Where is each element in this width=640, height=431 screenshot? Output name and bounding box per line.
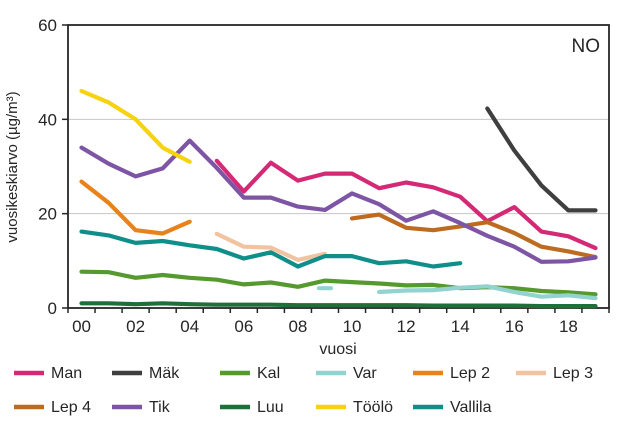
x-axis-title: vuosi xyxy=(319,341,356,358)
series-line-Mäk xyxy=(485,106,598,213)
y-tick-label: 60 xyxy=(38,16,57,35)
y-tick-label: 0 xyxy=(48,299,57,318)
axis-tick-labels: 0 20 40 60 00 02 04 06 08 10 12 14 16 18 xyxy=(38,16,578,336)
legend-label-Luu: Luu xyxy=(257,399,284,416)
legend-item-Mäk: Mäk xyxy=(112,365,180,382)
x-tick-label: 10 xyxy=(343,317,362,336)
series-line-Vallila xyxy=(79,229,463,269)
legend-label-Man: Man xyxy=(51,365,82,382)
legend-item-Töölö: Töölö xyxy=(316,399,393,416)
legend-item-Lep 3: Lep 3 xyxy=(516,365,593,382)
legend-item-Man: Man xyxy=(14,365,82,382)
series-lines xyxy=(79,88,598,309)
legend-label-Vallila: Vallila xyxy=(450,399,492,416)
y-tick-label: 20 xyxy=(38,205,57,224)
legend-label-Lep 4: Lep 4 xyxy=(51,399,91,416)
legend-label-Var: Var xyxy=(353,365,377,382)
x-tick-label: 08 xyxy=(288,317,307,336)
series-line-Töölö xyxy=(79,88,192,164)
axes xyxy=(62,24,610,313)
plot-corner-title: NO xyxy=(572,36,601,57)
x-tick-label: 18 xyxy=(559,317,578,336)
legend-item-Vallila: Vallila xyxy=(413,399,492,416)
x-tick-label: 04 xyxy=(180,317,199,336)
x-tick-label: 12 xyxy=(397,317,416,336)
series-line-Var xyxy=(377,284,598,301)
legend-item-Lep 2: Lep 2 xyxy=(413,365,490,382)
legend-item-Kal: Kal xyxy=(220,365,280,382)
legend-label-Töölö: Töölö xyxy=(353,399,393,416)
legend-label-Kal: Kal xyxy=(257,365,280,382)
series-line-Man xyxy=(214,158,598,251)
legend-item-Tik: Tik xyxy=(112,399,171,416)
x-tick-label: 16 xyxy=(505,317,524,336)
series-line-Lep 4 xyxy=(349,212,598,260)
series-line-Lep 2 xyxy=(79,179,192,236)
x-tick-label: 00 xyxy=(72,317,91,336)
legend-label-Lep 2: Lep 2 xyxy=(450,365,490,382)
legend-label-Mäk: Mäk xyxy=(149,365,180,382)
series-line-Luu xyxy=(79,301,598,309)
x-tick-label: 06 xyxy=(234,317,253,336)
legend-item-Luu: Luu xyxy=(220,399,284,416)
series-line-Tik xyxy=(79,138,598,264)
legend-item-Var: Var xyxy=(316,365,377,382)
legend-item-Lep 4: Lep 4 xyxy=(14,399,91,416)
y-tick-label: 40 xyxy=(38,110,57,129)
y-axis-title: vuosikeskiarvo (µg/m³) xyxy=(4,91,21,242)
legend: Man Mäk Kal Var Lep 2 Lep 3 Lep 4 Tik Luu Töölö Va… xyxy=(14,365,593,416)
series-line-Lep 3 xyxy=(214,231,328,262)
x-tick-label: 14 xyxy=(451,317,470,336)
legend-label-Lep 3: Lep 3 xyxy=(553,365,593,382)
x-tick-label: 02 xyxy=(126,317,145,336)
legend-label-Tik: Tik xyxy=(149,399,171,416)
series-line-Kal xyxy=(79,269,598,297)
